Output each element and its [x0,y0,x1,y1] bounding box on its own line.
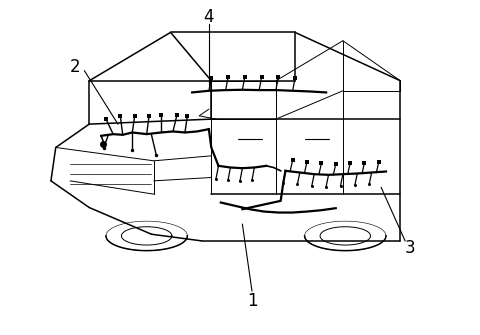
Text: 2: 2 [70,58,80,76]
Text: 1: 1 [247,292,257,310]
Text: 3: 3 [405,239,415,257]
Text: 4: 4 [204,8,214,26]
